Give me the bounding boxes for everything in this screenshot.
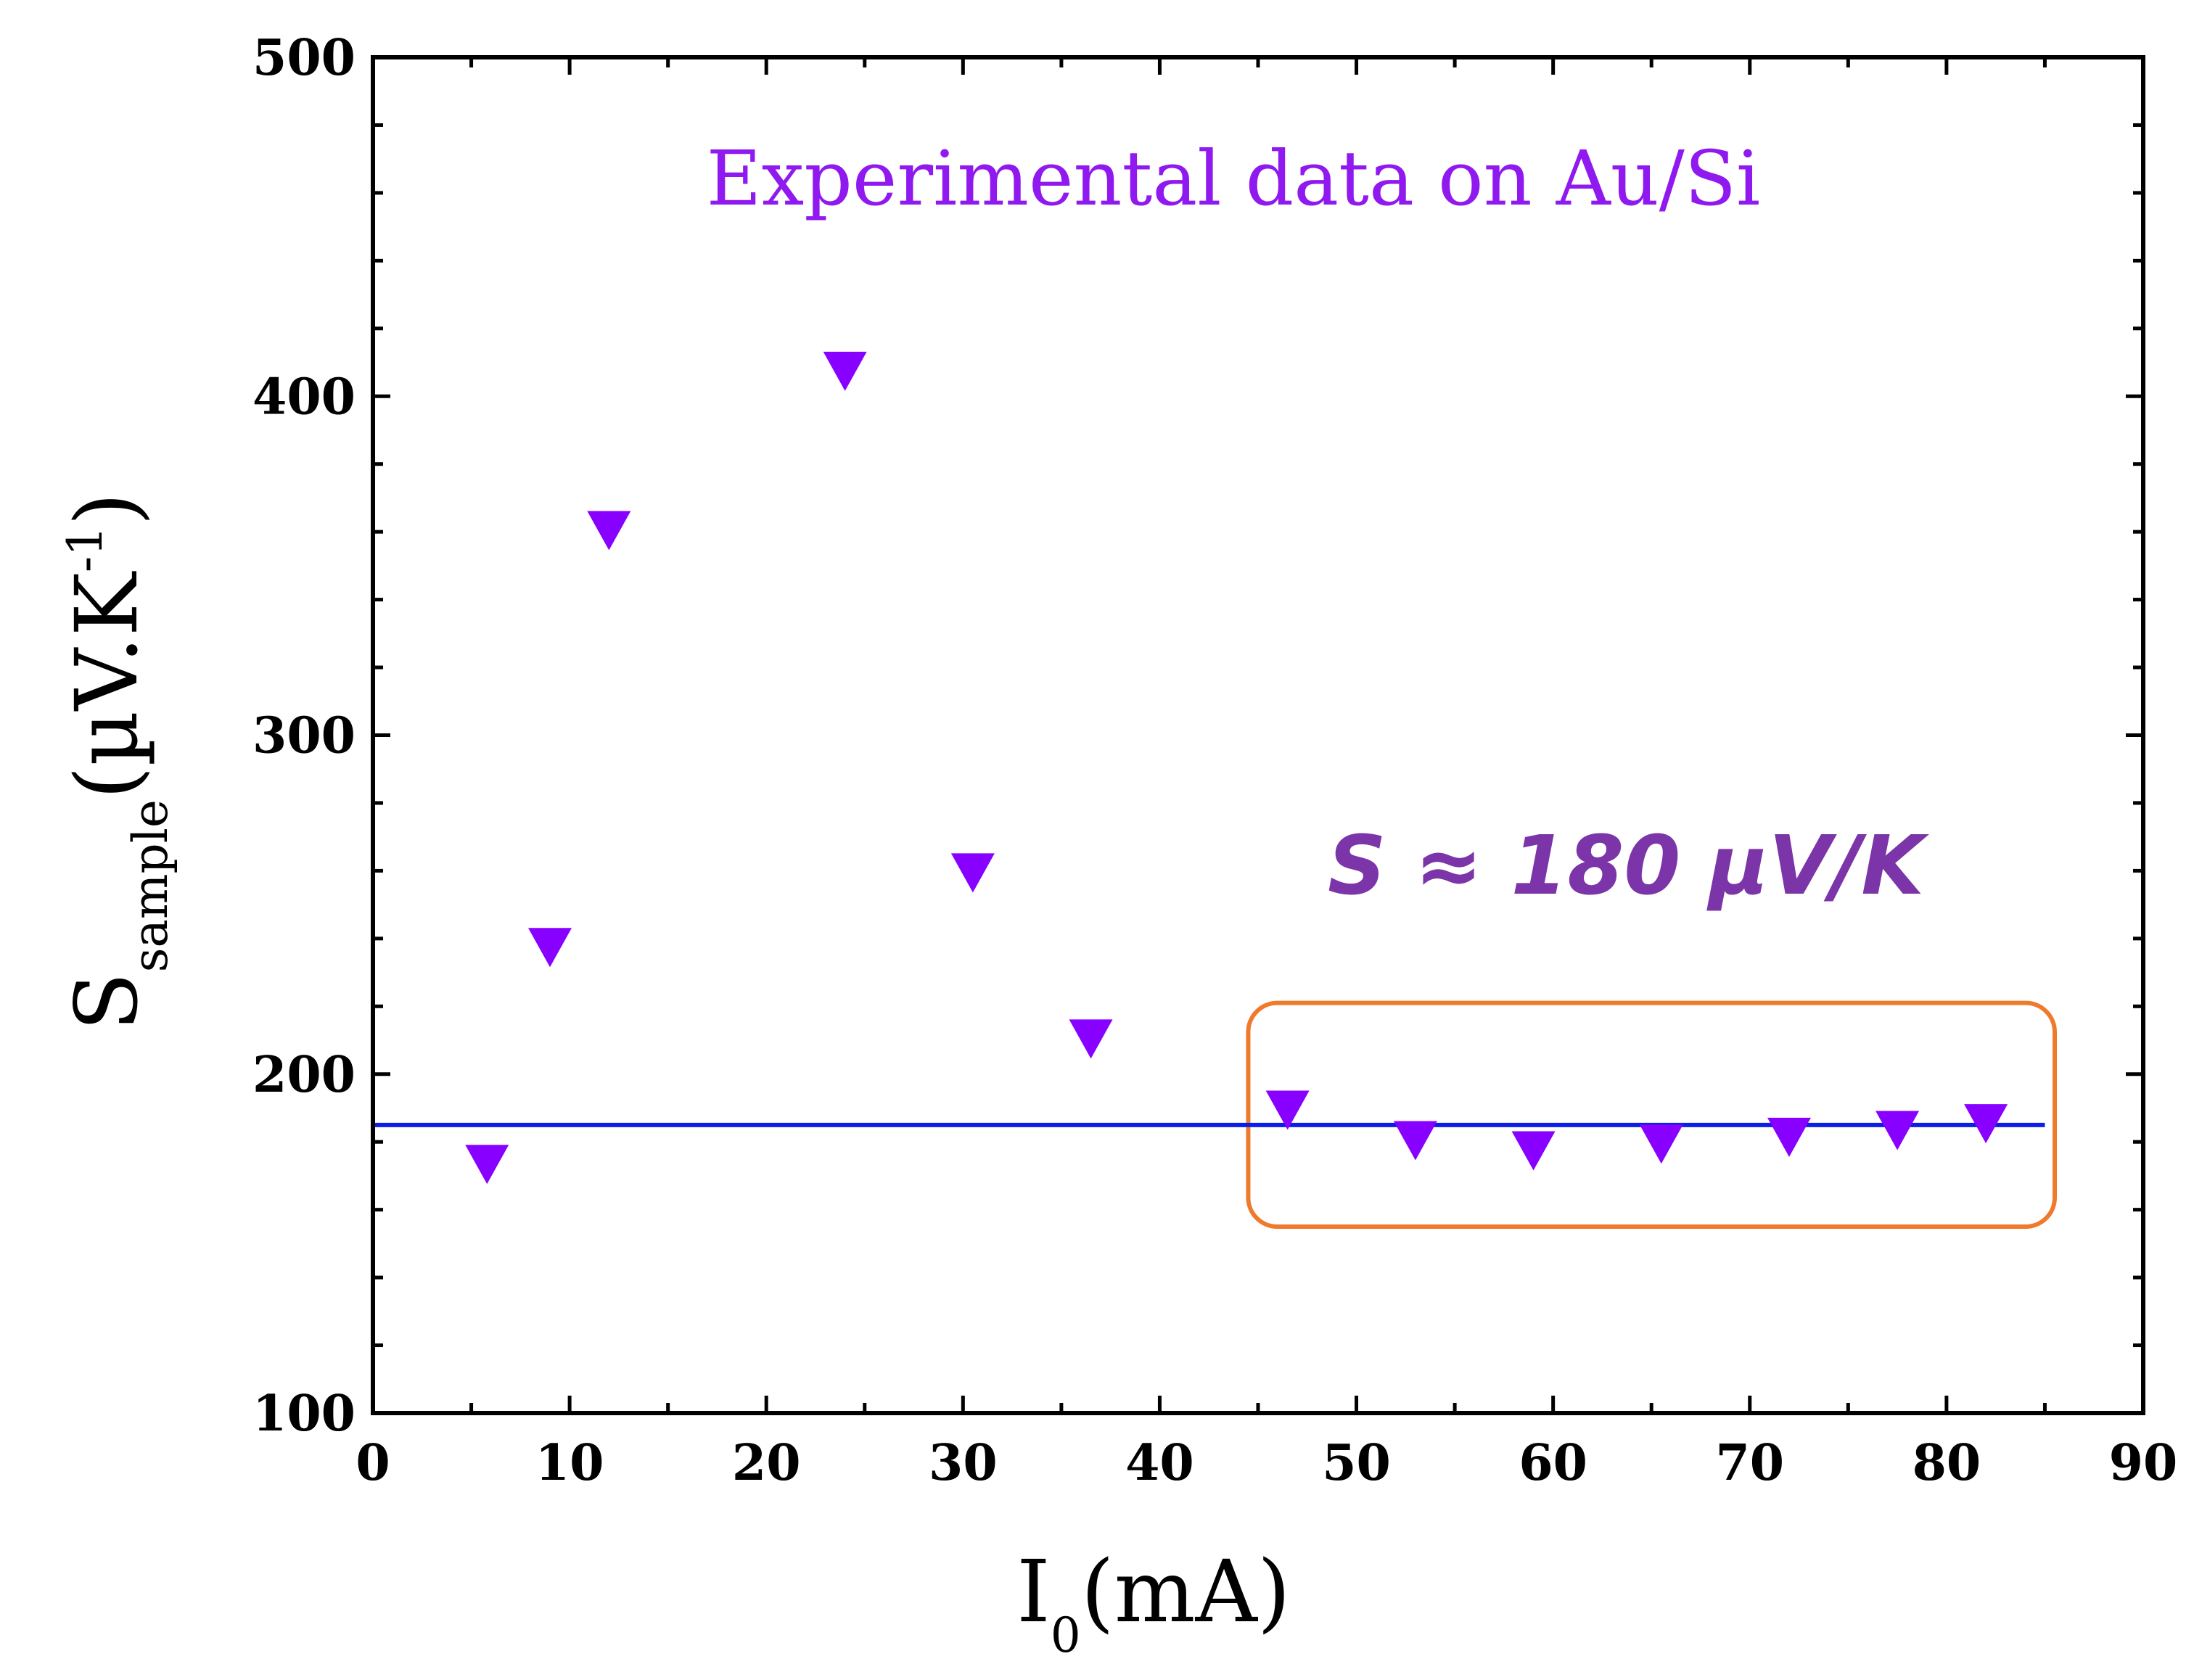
- data-point: [1964, 1104, 2008, 1144]
- x-tick-label: 60: [1519, 1434, 1587, 1492]
- data-point: [1265, 1090, 1310, 1130]
- y-tick-label: 500: [252, 29, 356, 87]
- x-tick-label: 40: [1125, 1434, 1194, 1492]
- y-axis-title-close: ): [57, 493, 157, 526]
- plot-frame: [371, 55, 2145, 1415]
- x-tick-label: 0: [356, 1434, 390, 1492]
- x-axis-title-main: I: [1016, 1541, 1051, 1642]
- data-point: [528, 928, 572, 968]
- x-tick-label: 70: [1715, 1434, 1784, 1492]
- data-point: [1393, 1121, 1437, 1161]
- x-tick-label: 90: [2109, 1434, 2178, 1492]
- y-axis-title-sup: -1: [57, 526, 113, 572]
- x-tick-label: 80: [1912, 1434, 1981, 1492]
- data-point: [823, 351, 867, 391]
- data-point: [1511, 1131, 1556, 1171]
- chart-title: Experimental data on Au/Si: [707, 134, 1761, 223]
- x-tick-label: 10: [535, 1434, 604, 1492]
- data-point: [587, 511, 631, 551]
- y-tick-label: 300: [252, 707, 356, 765]
- y-tick-label: 200: [252, 1046, 356, 1104]
- x-tick-label: 50: [1322, 1434, 1391, 1492]
- y-tick-label: 400: [252, 368, 356, 426]
- x-axis-title-rest: (mA): [1081, 1541, 1291, 1642]
- y-axis-title: Ssample(µV.K-1): [57, 493, 178, 1031]
- data-point: [465, 1145, 509, 1185]
- y-axis-title-open: (µV.K: [57, 571, 157, 799]
- data-point: [1875, 1111, 1920, 1150]
- y-axis-title-main: S: [57, 972, 157, 1031]
- highlight-box: [1246, 1000, 2057, 1230]
- x-axis-title: I0(mA): [1016, 1541, 1291, 1663]
- seebeck-annotation: S ≈ 180 µV/K: [1328, 819, 1929, 913]
- data-point: [1639, 1124, 1683, 1164]
- data-point: [950, 853, 995, 893]
- x-axis-title-sub: 0: [1051, 1607, 1081, 1663]
- x-tick-label: 20: [732, 1434, 801, 1492]
- data-point: [1767, 1117, 1811, 1157]
- data-point: [1069, 1019, 1113, 1059]
- x-tick-label: 30: [929, 1434, 998, 1492]
- y-axis-title-sub: sample: [123, 799, 178, 972]
- y-tick-label: 100: [252, 1385, 356, 1443]
